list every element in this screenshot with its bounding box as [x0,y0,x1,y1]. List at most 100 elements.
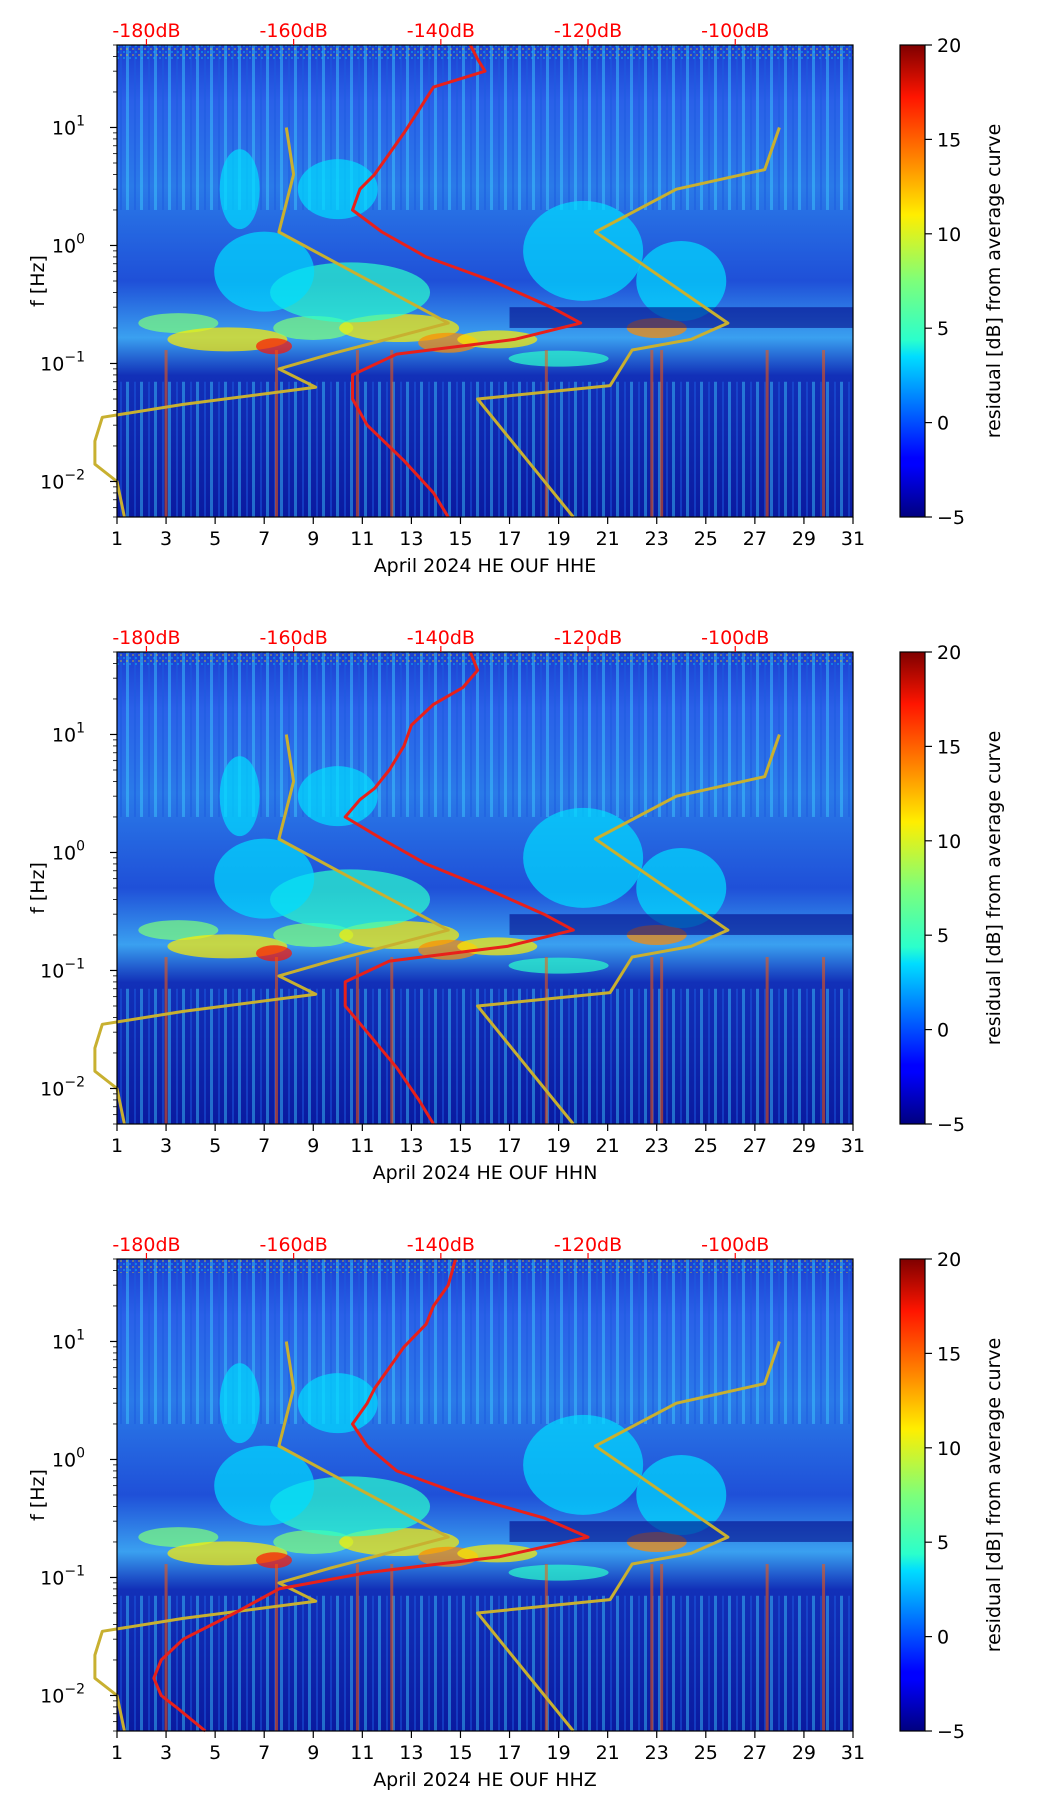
spectrogram-noise-top [117,1259,853,1273]
average-psd-curve [343,651,575,1125]
colorbar-tick-label: 10 [937,224,961,246]
x-tick-label: 1 [111,528,123,550]
colorbar-tick-label: 5 [937,925,949,947]
x-tick-label: 19 [547,528,571,550]
x-tick-label: 9 [307,528,319,550]
noise-model-low-curve [93,1341,450,1732]
transient-streak [765,957,769,1124]
colorbar-tick-label: 5 [937,318,949,340]
y-tick-label: 100 [52,1445,85,1471]
x-tick-label: 27 [743,1135,767,1157]
transient-streak [660,957,664,1124]
energy-blob [273,922,354,947]
x-tick-label: 7 [258,1135,270,1157]
colorbar [899,651,926,1125]
energy-blob [256,945,293,962]
top-db-label: -180dB [112,20,180,42]
x-tick-label: 31 [841,528,865,550]
x-tick-label: 15 [448,528,472,550]
energy-blob [138,1527,219,1548]
x-tick-label: 1 [111,1742,123,1764]
transient-streak [355,957,359,1124]
colorbar-tick-label: 20 [937,642,961,664]
x-tick-label: 3 [160,528,172,550]
transient-streak [544,350,548,517]
noise-model-high-curve [476,127,781,518]
energy-blob [636,241,727,321]
y-tick-label: 100 [52,838,85,864]
quiet-band [509,914,853,935]
x-tick-label: 31 [841,1742,865,1764]
y-tick-label: 10−2 [40,467,85,493]
transient-streak [650,350,654,517]
energy-blob [508,350,609,367]
x-tick-label: 3 [160,1742,172,1764]
x-tick-label: 11 [350,1135,374,1157]
x-tick-label: 25 [694,528,718,550]
x-tick-label: 17 [497,1135,521,1157]
y-tick-label: 10−1 [40,1563,85,1589]
energy-blob [214,838,315,919]
noise-model-high-curve [476,1341,781,1732]
transient-streak [650,957,654,1124]
energy-blob [297,159,378,220]
x-axis-label: April 2024 HE OUF HHE [374,555,597,577]
colorbar-tick-label: 15 [937,1343,961,1365]
energy-blob [273,315,354,340]
x-tick-label: 23 [645,1742,669,1764]
x-tick-label: 27 [743,1742,767,1764]
energy-blob [214,231,315,312]
top-db-label: -180dB [112,1234,180,1256]
colorbar-tick-label: −5 [937,1721,965,1743]
transient-streak [274,350,278,517]
colorbar-tick-label: 20 [937,35,961,57]
top-db-label: -120dB [554,627,622,649]
colorbar-label: residual [dB] from average curve [983,1338,1005,1653]
y-tick-label: 101 [52,113,85,139]
x-tick-label: 17 [497,528,521,550]
colorbar-tick-label: 0 [937,1627,949,1649]
transient-streak [355,350,359,517]
top-db-label: -180dB [112,627,180,649]
x-tick-label: 13 [399,1742,423,1764]
x-tick-label: 21 [596,1135,620,1157]
x-tick-label: 11 [350,1742,374,1764]
colorbar-tick-label: 15 [937,129,961,151]
top-db-label: -160dB [260,20,328,42]
energy-blob [219,1363,260,1444]
y-axis-label: f [Hz] [27,1469,49,1521]
average-psd-curve [351,44,583,518]
transient-streak [650,1564,654,1731]
x-tick-label: 11 [350,528,374,550]
transient-streak [164,350,168,517]
transient-streak [164,1564,168,1731]
colorbar-tick-label: 0 [937,1020,949,1042]
noise-model-low-curve [93,127,450,518]
colorbar [899,44,926,518]
x-tick-label: 15 [448,1742,472,1764]
y-tick-label: 10−1 [40,956,85,982]
energy-blob [508,1564,609,1581]
top-db-label: -100dB [701,1234,769,1256]
energy-blob [523,807,644,908]
x-tick-label: 5 [209,1135,221,1157]
x-axis-label: April 2024 HE OUF HHZ [373,1769,597,1791]
y-axis-label: f [Hz] [27,862,49,914]
transient-streak [822,350,826,517]
y-tick-label: 10−1 [40,349,85,375]
energy-blob [214,1445,315,1526]
spectrogram-texture-low [117,381,853,517]
top-db-label: -140dB [407,20,475,42]
colorbar-tick-label: 0 [937,413,949,435]
energy-blob [256,338,293,355]
colorbar-label: residual [dB] from average curve [983,124,1005,439]
noise-model-low-curve [93,734,450,1125]
x-tick-label: 7 [258,1742,270,1764]
x-tick-label: 5 [209,1742,221,1764]
transient-streak [544,1564,548,1731]
y-tick-label: 10−2 [40,1681,85,1707]
colorbar-tick-label: 20 [937,1249,961,1271]
